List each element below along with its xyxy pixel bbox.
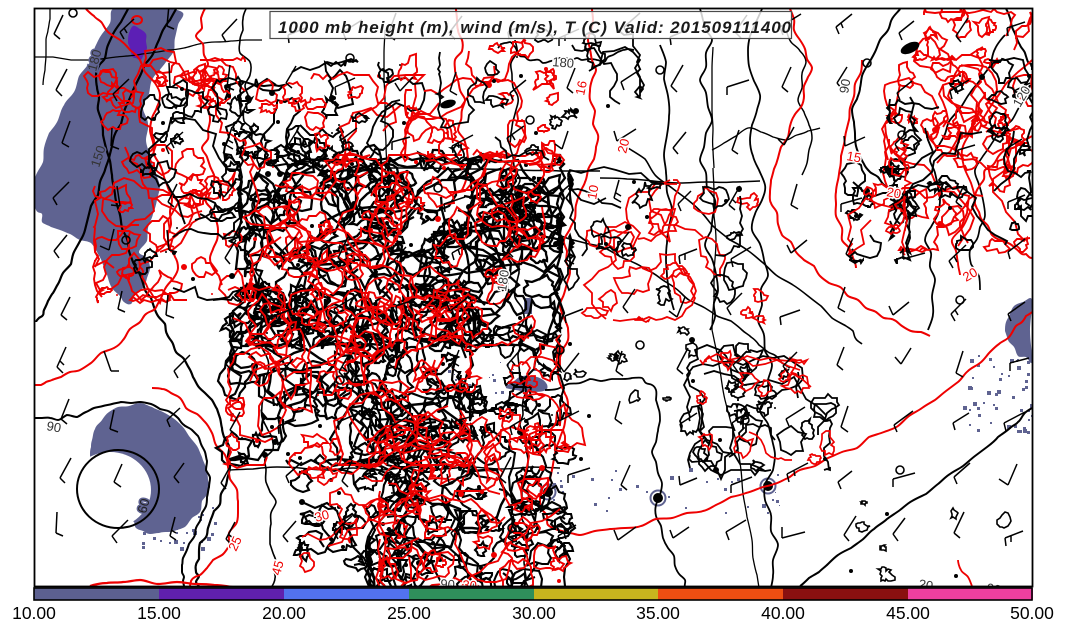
svg-text:50.00: 50.00 — [1010, 603, 1054, 623]
svg-text:1000 mb height (m), wind (m/s): 1000 mb height (m), wind (m/s), T (C) Va… — [278, 18, 792, 37]
svg-text:45.00: 45.00 — [886, 603, 930, 623]
svg-text:30: 30 — [462, 577, 478, 593]
svg-text:30: 30 — [313, 507, 331, 525]
svg-text:20: 20 — [917, 576, 934, 593]
svg-text:35.00: 35.00 — [636, 603, 680, 623]
svg-text:15.00: 15.00 — [137, 603, 181, 623]
svg-text:20: 20 — [614, 137, 632, 155]
svg-text:40.00: 40.00 — [761, 603, 805, 623]
svg-text:180: 180 — [552, 54, 575, 71]
svg-text:10.00: 10.00 — [12, 603, 56, 623]
svg-text:15: 15 — [845, 148, 862, 165]
svg-text:30.00: 30.00 — [512, 603, 556, 623]
svg-text:45: 45 — [268, 559, 286, 577]
svg-text:180: 180 — [494, 269, 512, 293]
svg-text:20: 20 — [885, 184, 902, 201]
svg-text:90: 90 — [836, 78, 853, 95]
svg-text:25.00: 25.00 — [387, 603, 431, 623]
svg-text:10: 10 — [584, 184, 601, 201]
svg-text:90: 90 — [440, 576, 456, 592]
svg-text:90: 90 — [985, 580, 1002, 597]
svg-text:60: 60 — [134, 497, 152, 515]
svg-text:180: 180 — [84, 48, 104, 73]
svg-text:90: 90 — [45, 418, 62, 435]
svg-text:16: 16 — [572, 79, 590, 96]
svg-text:20.00: 20.00 — [262, 603, 306, 623]
